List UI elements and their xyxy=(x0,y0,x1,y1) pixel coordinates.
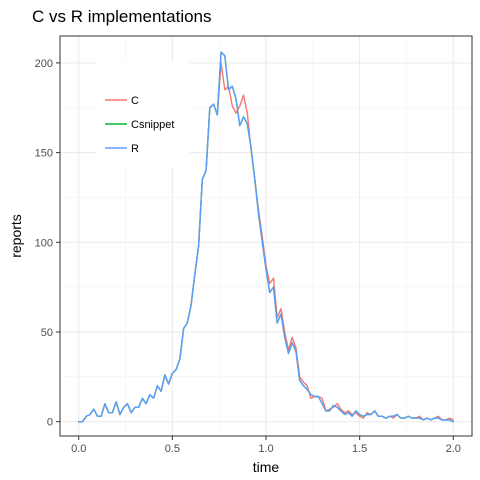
y-axis-ticks: 0 50 100 150 200 xyxy=(35,58,60,429)
legend-background xyxy=(96,62,190,168)
x-axis-title: time xyxy=(253,459,280,475)
y-tick-label: 0 xyxy=(47,417,53,429)
y-tick-label: 200 xyxy=(35,58,53,70)
legend: C Csnippet R xyxy=(96,62,190,168)
y-tick-label: 100 xyxy=(35,237,53,249)
x-tick-label: 0.5 xyxy=(165,443,180,455)
x-tick-label: 0.0 xyxy=(71,443,86,455)
y-tick-label: 50 xyxy=(41,327,53,339)
legend-label-csnippet: Csnippet xyxy=(131,119,174,131)
x-tick-label: 1.5 xyxy=(352,443,367,455)
x-axis-ticks: 0.0 0.5 1.0 1.5 2.0 xyxy=(71,436,461,455)
x-tick-label: 1.0 xyxy=(258,443,273,455)
y-axis-title: reports xyxy=(8,214,24,258)
x-tick-label: 2.0 xyxy=(446,443,461,455)
legend-label-r: R xyxy=(131,143,139,155)
chart-title: C vs R implementations xyxy=(32,7,212,26)
series-lines xyxy=(77,51,454,423)
y-tick-label: 150 xyxy=(35,148,53,160)
series-line-r xyxy=(77,51,454,423)
legend-label-c: C xyxy=(131,95,139,107)
